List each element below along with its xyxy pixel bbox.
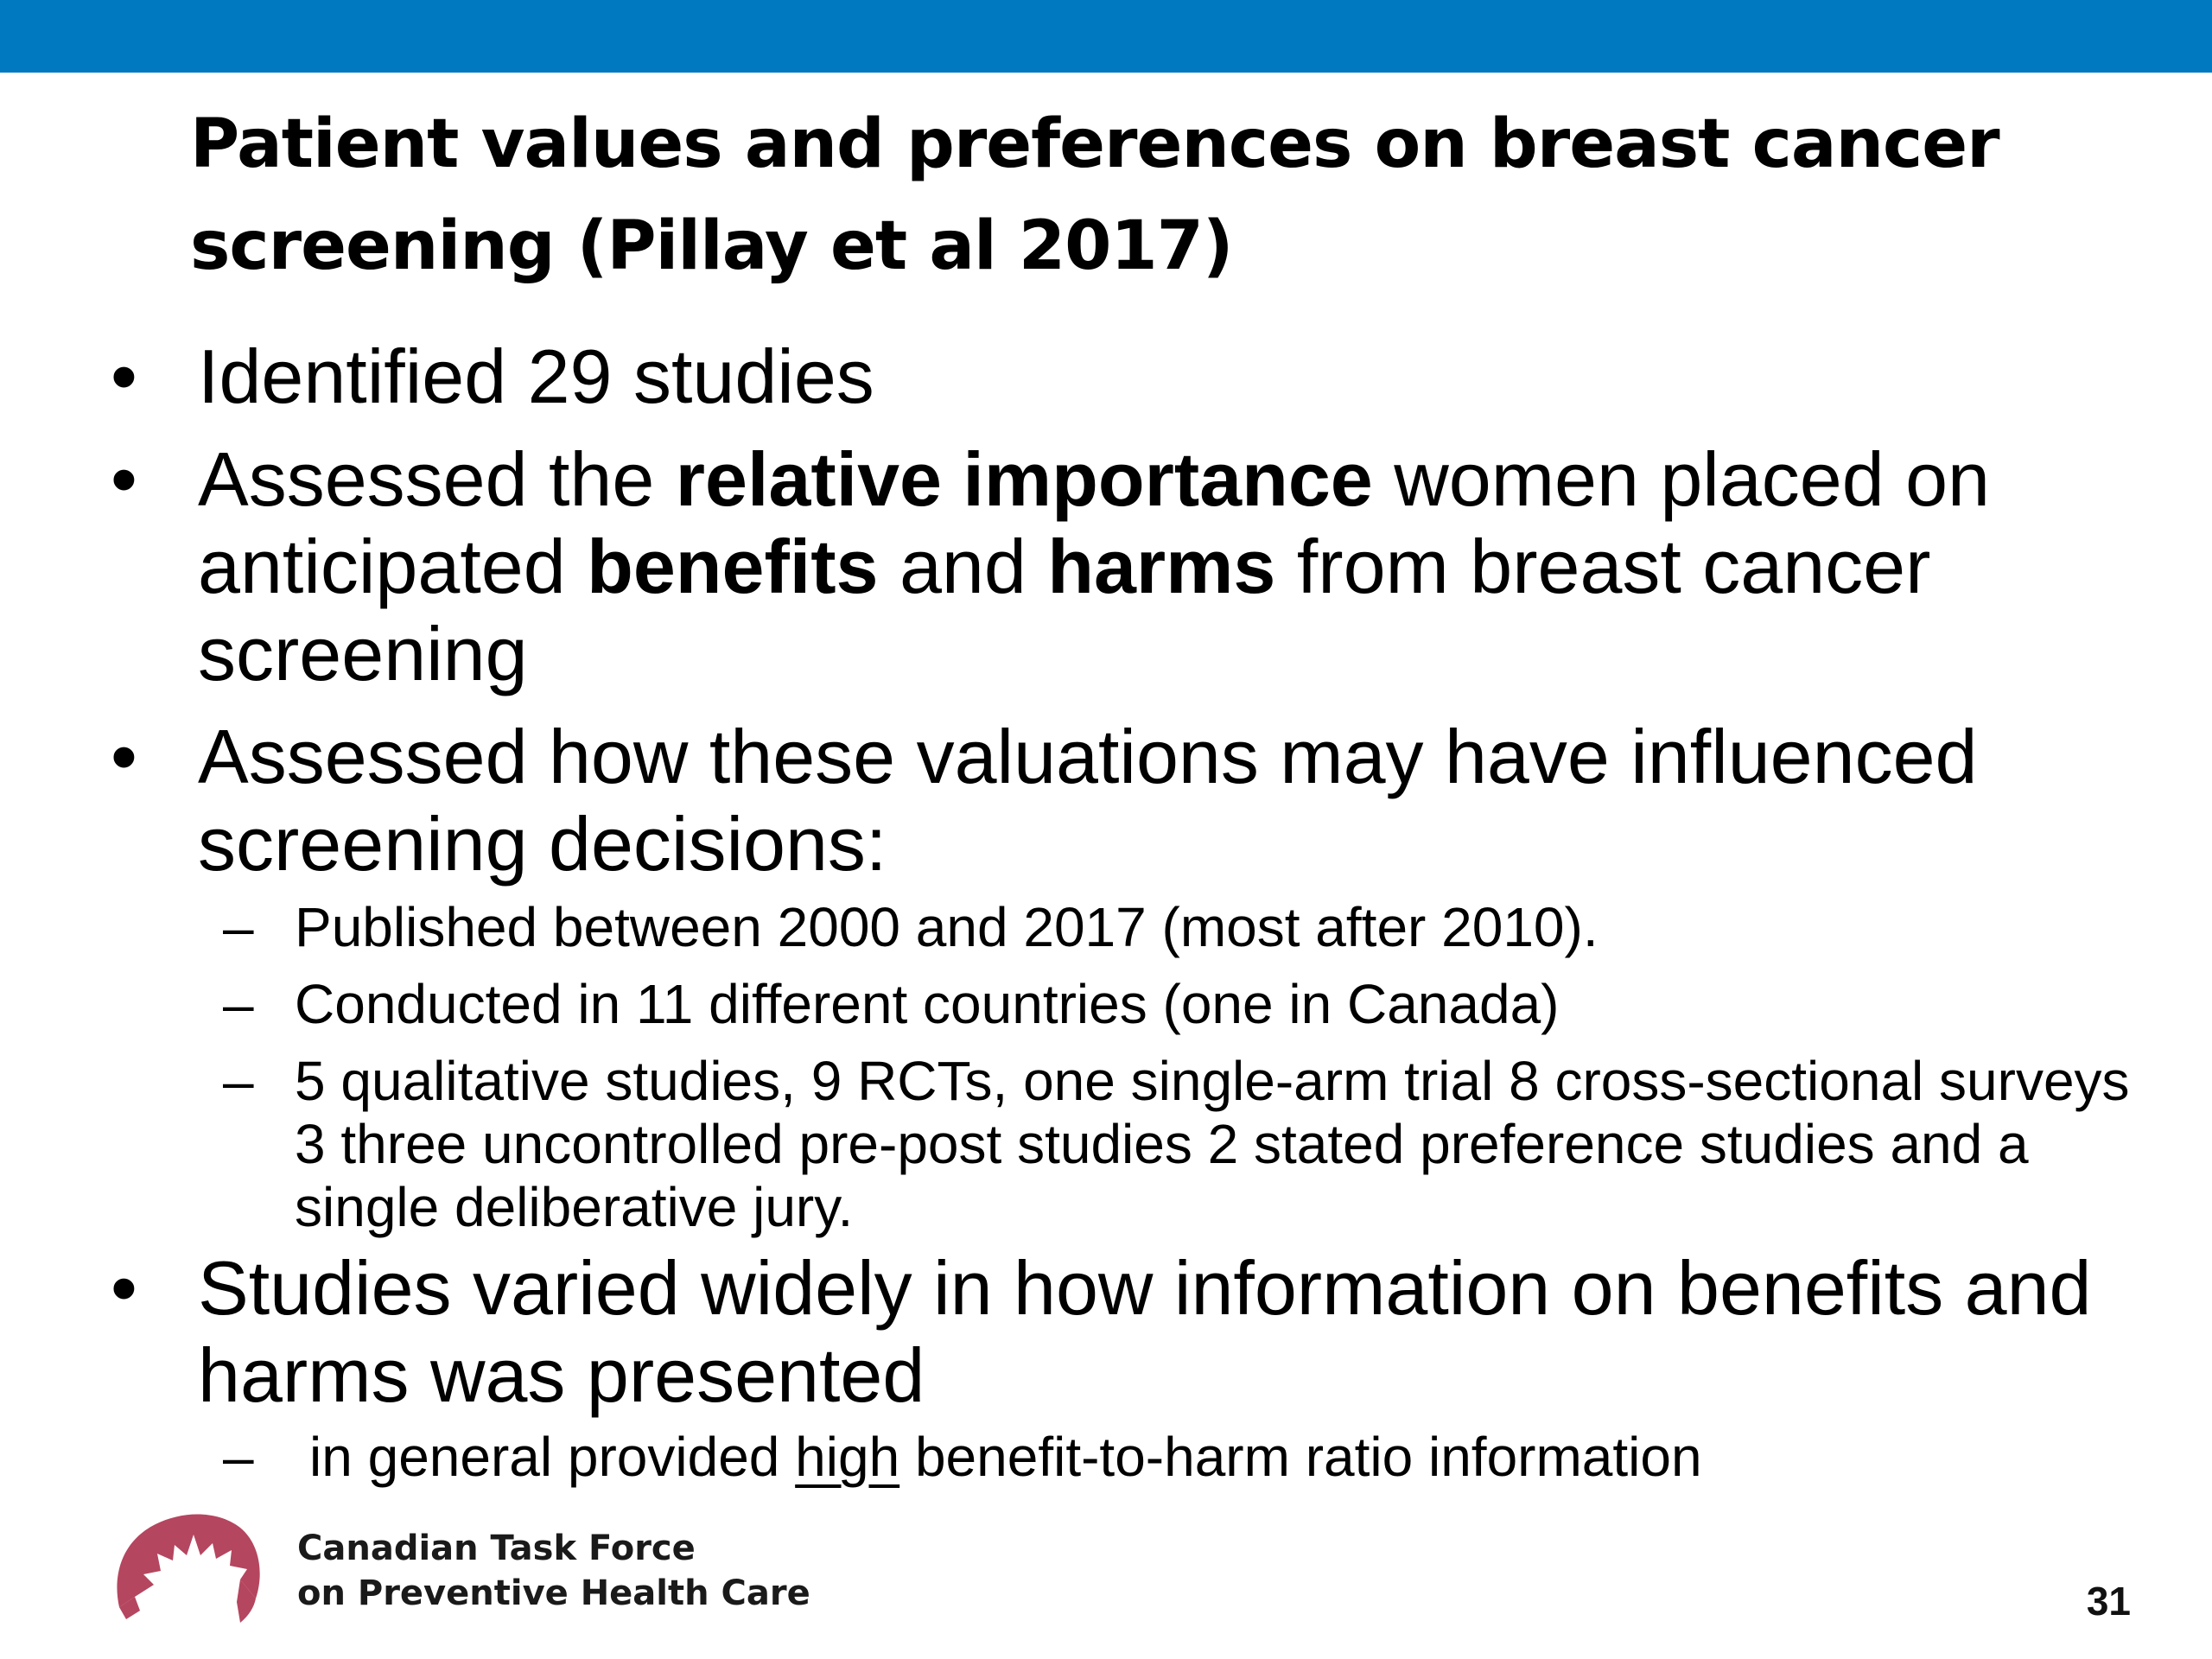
page-number: 31 — [2086, 1579, 2131, 1624]
bullet-text: Studies varied widely in how information… — [198, 1245, 2092, 1418]
sub-bullet-marker: – — [223, 973, 254, 1035]
bullet-item: • Assessed the relative importance women… — [0, 435, 2212, 697]
bullet-item: • Identified 29 studies — [0, 333, 2212, 420]
sub-bullet-marker: – — [223, 896, 254, 958]
top-accent-bar — [0, 0, 2212, 73]
sub-bullet-item: – Published between 2000 and 2017 (most … — [0, 896, 2212, 959]
organization-name: Canadian Task Force on Preventive Health… — [297, 1526, 810, 1616]
bullet-text: women placed on anticipated — [198, 436, 1990, 609]
bullet-item: • Assessed how these valuations may have… — [0, 713, 2212, 887]
sub-bullet-text: 5 qualitative studies, 9 RCTs, one singl… — [295, 1050, 2130, 1238]
org-line-1: Canadian Task Force — [297, 1529, 696, 1568]
sub-bullet-text: benefit-to-harm ratio information — [899, 1426, 1702, 1488]
bullet-text: Assessed how these valuations may have i… — [198, 714, 1978, 887]
emphasis-relative-importance: relative importance — [675, 436, 1373, 522]
bullet-list: • Identified 29 studies • Assessed the r… — [0, 333, 2212, 1489]
sub-bullet-marker: – — [223, 1426, 254, 1488]
bullet-marker: • — [111, 436, 137, 522]
bullet-item: • Studies varied widely in how informati… — [0, 1244, 2212, 1419]
sub-bullet-text: Published between 2000 and 2017 (most af… — [295, 896, 1599, 958]
bullet-text: Identified 29 studies — [198, 334, 874, 419]
bullet-text: from breast cancer screening — [198, 524, 1931, 696]
sub-bullet-text: in general provided — [309, 1426, 796, 1488]
slide-title: Patient values and preferences on breast… — [190, 93, 2091, 297]
emphasis-benefits: benefits — [587, 524, 879, 609]
bullet-text: and — [878, 524, 1048, 609]
sub-bullet-item: – in general provided high benefit-to-ha… — [0, 1426, 2212, 1489]
bullet-marker: • — [111, 334, 137, 419]
maple-leaf-logo-icon — [111, 1505, 266, 1624]
underlined-high: high — [795, 1426, 900, 1488]
title-line-2: screening (Pillay et al 2017) — [190, 207, 1234, 285]
sub-bullet-text: Conducted in 11 different countries (one… — [295, 973, 1560, 1035]
emphasis-harms: harms — [1047, 524, 1276, 609]
title-line-1: Patient values and preferences on breast… — [190, 105, 2000, 183]
org-line-2: on Preventive Health Care — [297, 1573, 810, 1613]
sub-bullet-item: – 5 qualitative studies, 9 RCTs, one sin… — [0, 1050, 2212, 1239]
bullet-marker: • — [111, 1245, 137, 1331]
sub-bullet-item: – Conducted in 11 different countries (o… — [0, 973, 2212, 1036]
sub-bullet-marker: – — [223, 1050, 254, 1112]
bullet-marker: • — [111, 714, 137, 799]
bullet-text: Assessed the — [198, 436, 676, 522]
